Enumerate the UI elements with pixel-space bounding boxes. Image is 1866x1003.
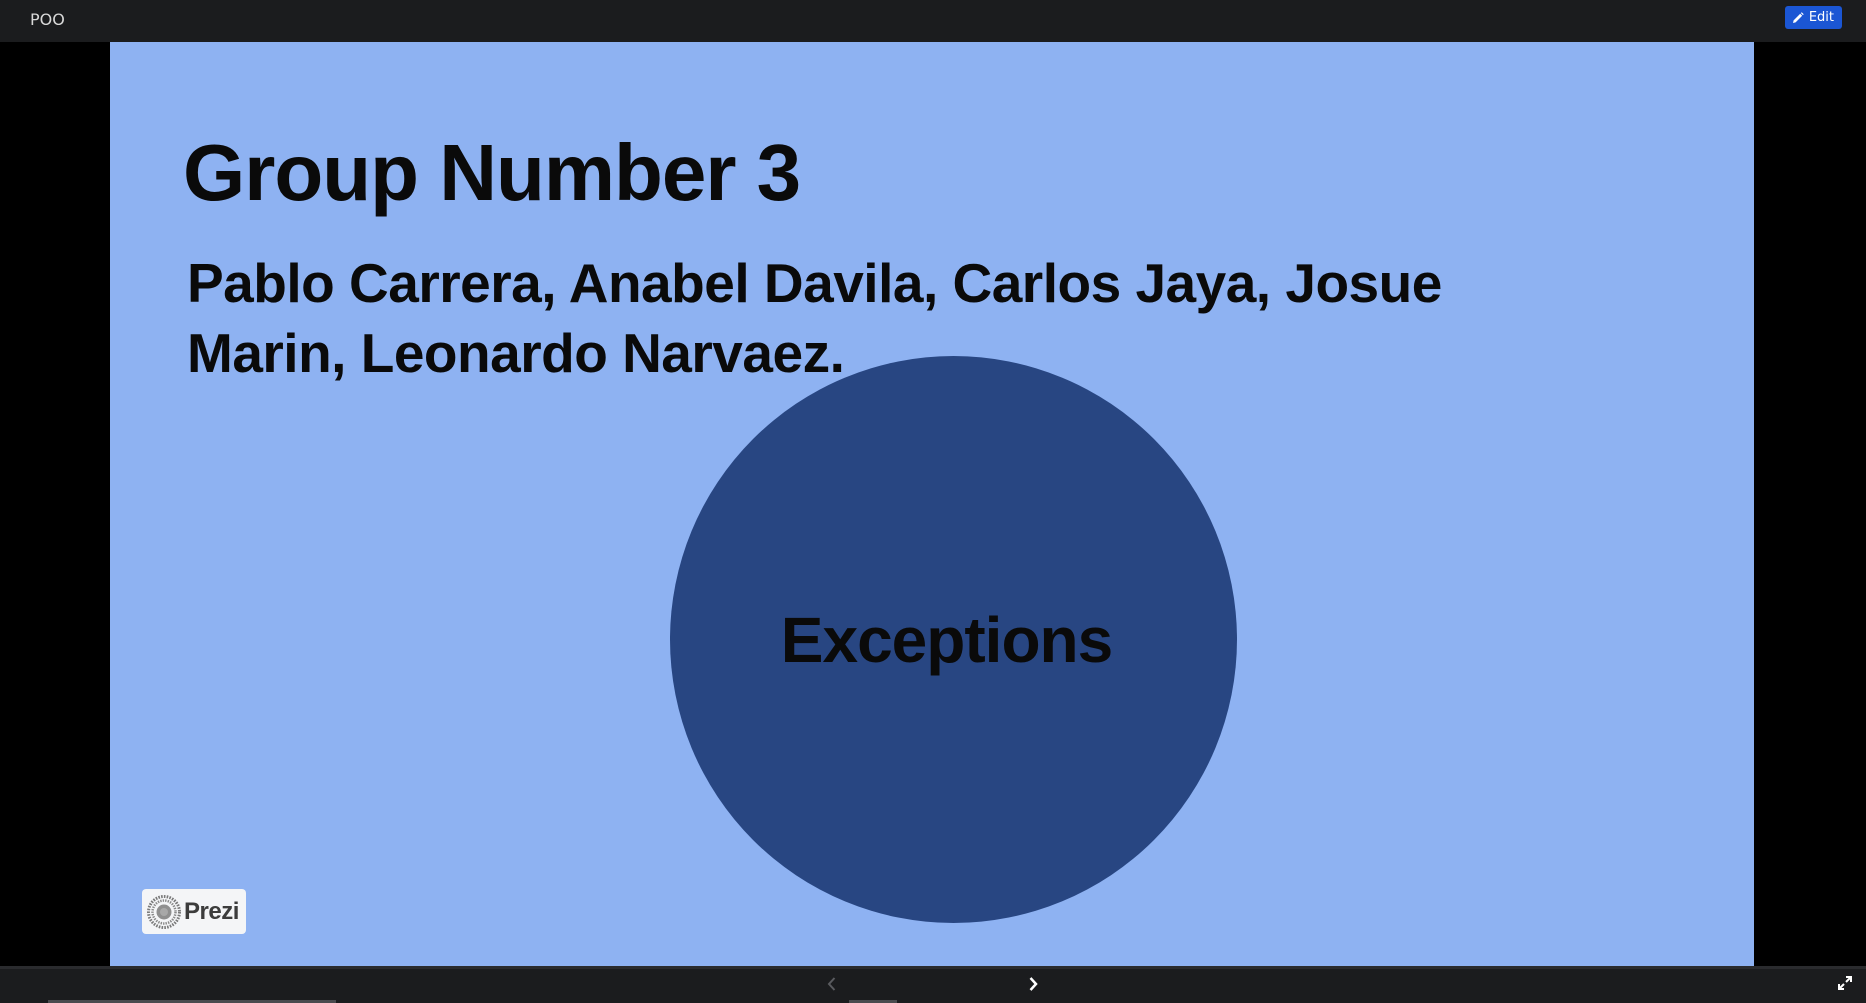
presentation-stage: Group Number 3 Pablo Carrera, Anabel Dav… bbox=[0, 42, 1866, 966]
topic-circle[interactable]: Exceptions bbox=[670, 356, 1237, 923]
top-toolbar: POO Edit bbox=[0, 0, 1866, 42]
chevron-left-icon bbox=[826, 976, 838, 997]
slide-title: Group Number 3 bbox=[183, 128, 801, 217]
fullscreen-icon bbox=[1837, 975, 1853, 996]
next-step-button[interactable] bbox=[1021, 974, 1045, 998]
edit-button-label: Edit bbox=[1808, 10, 1834, 25]
step-indicator bbox=[849, 1000, 897, 1003]
pencil-icon bbox=[1792, 11, 1804, 24]
progress-track bbox=[0, 966, 1866, 969]
topic-label: Exceptions bbox=[780, 603, 1113, 676]
prezi-logo-icon bbox=[147, 894, 181, 929]
playback-controls bbox=[0, 966, 1866, 1003]
presentation-title: POO bbox=[30, 10, 65, 29]
fullscreen-button[interactable] bbox=[1834, 974, 1856, 996]
scrub-bar[interactable] bbox=[48, 1000, 336, 1003]
prezi-logo-text: Prezi bbox=[184, 897, 239, 925]
edit-button[interactable]: Edit bbox=[1784, 6, 1842, 29]
slide-authors: Pablo Carrera, Anabel Davila, Carlos Jay… bbox=[187, 252, 1442, 384]
slide-canvas[interactable]: Group Number 3 Pablo Carrera, Anabel Dav… bbox=[110, 42, 1754, 966]
previous-step-button[interactable] bbox=[820, 974, 844, 998]
prezi-logo-badge[interactable]: Prezi bbox=[142, 889, 246, 934]
chevron-right-icon bbox=[1027, 976, 1039, 997]
